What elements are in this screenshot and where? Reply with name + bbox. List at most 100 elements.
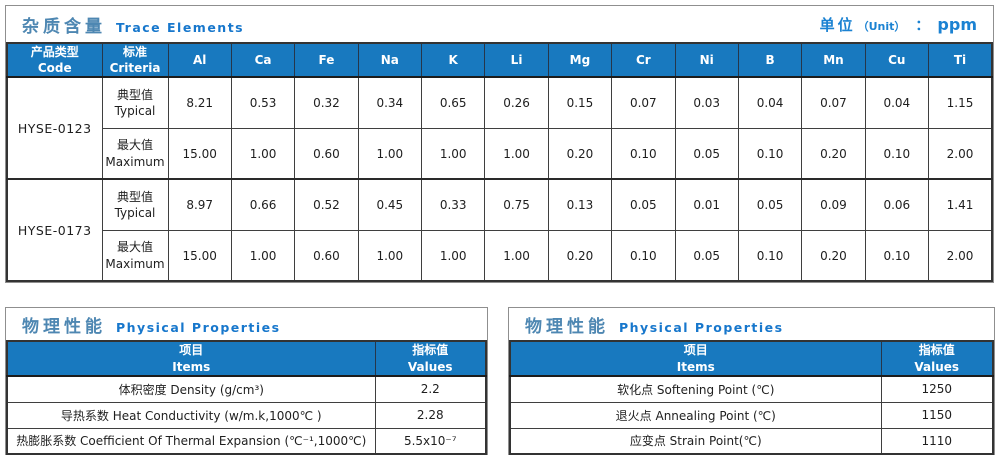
- criteria-en: Maximum: [105, 154, 165, 169]
- table-row-heat-conductivity: 导热系数 Heat Conductivity (w/m.k,1000℃ ) 2.…: [6, 401, 487, 429]
- physical-left-title: 物理性能 Physical Properties: [22, 312, 281, 337]
- column-header-criteria-zh: 标准: [122, 45, 147, 59]
- value-cell: 0.32: [294, 76, 359, 129]
- value-cell: 8.97: [167, 178, 232, 231]
- item-cell: 导热系数 Heat Conductivity (w/m.k,1000℃ ): [6, 401, 376, 429]
- value-cell: 1.00: [230, 127, 296, 180]
- value-cell: 0.10: [864, 127, 930, 180]
- criteria-en: Typical: [114, 104, 156, 119]
- item-cell: 热膨胀系数 Coefficient Of Thermal Expansion (…: [6, 427, 376, 455]
- value-cell: 15.00: [167, 127, 232, 180]
- element-header-cell: Li: [484, 42, 549, 79]
- value-cell: 0.33: [420, 178, 486, 231]
- column-header-values-en: Values: [407, 359, 453, 374]
- value-cell: 1.00: [357, 127, 423, 180]
- criteria-cell: 最大值 Maximum: [101, 127, 169, 180]
- trace-title-zh: 杂质含量: [22, 16, 106, 37]
- value-cell: 1.41: [928, 178, 993, 231]
- table-row-annealing-point: 退火点 Annealing Point (℃) 1150: [509, 401, 994, 429]
- value-cell: 0.34: [357, 76, 423, 129]
- table-row-thermal-expansion: 热膨胀系数 Coefficient Of Thermal Expansion (…: [6, 427, 487, 455]
- criteria-zh: 最大值: [116, 138, 153, 153]
- criteria-zh: 最大值: [116, 240, 153, 255]
- value-cell: 0.07: [611, 76, 676, 129]
- value-cell: 0.09: [801, 178, 866, 231]
- column-header-criteria: 标准 Criteria: [101, 42, 169, 79]
- trace-title-bar: 杂质含量 Trace Elements 单位 （Unit） ： ppm: [6, 6, 993, 42]
- physical-right-header-row: 项目 Items 指标值 Values: [509, 340, 994, 377]
- trace-header-row: 产品类型 Code 标准 Criteria Al Ca Fe Na K Li M…: [6, 42, 993, 79]
- criteria-cell: 最大值 Maximum: [101, 229, 169, 282]
- table-row-hyse0173-maximum: 最大值 Maximum 15.00 1.00 0.60 1.00 1.00 1.…: [7, 229, 993, 282]
- value-cell: 1.15: [928, 76, 993, 129]
- value-cell: 0.05: [674, 127, 739, 180]
- column-header-items-zh: 项目: [683, 343, 708, 358]
- unit-zh: 单位: [819, 15, 856, 34]
- element-header-cell: Ca: [230, 42, 296, 79]
- value-cell: 0.07: [801, 76, 866, 129]
- physical-left-title-zh: 物理性能: [22, 316, 106, 337]
- element-header-cell: Ni: [674, 42, 739, 79]
- column-header-items: 项目 Items: [6, 340, 376, 377]
- criteria-zh: 典型值: [116, 189, 153, 204]
- column-header-values-zh: 指标值: [918, 343, 955, 358]
- physical-properties-table-right: 项目 Items 指标值 Values 软化点 Softening Point …: [509, 340, 994, 455]
- physical-left-header-row: 项目 Items 指标值 Values: [6, 340, 487, 377]
- value-cell: 15.00: [167, 229, 232, 282]
- element-header-cell: Mg: [547, 42, 613, 79]
- unit-colon: ：: [915, 17, 930, 34]
- value-cell: 0.45: [357, 178, 423, 231]
- value-cell: 0.20: [801, 229, 866, 282]
- unit-paren: （Unit）: [857, 19, 906, 33]
- value-cell: 0.10: [611, 127, 676, 180]
- value-cell: 1110: [880, 427, 994, 455]
- element-header-cell: Cu: [864, 42, 930, 79]
- value-cell: 0.65: [420, 76, 486, 129]
- column-header-items-en: Items: [676, 359, 715, 374]
- value-cell: 2.28: [374, 401, 487, 429]
- criteria-zh: 典型值: [116, 87, 153, 102]
- value-cell: 0.10: [864, 229, 930, 282]
- value-cell: 0.03: [674, 76, 739, 129]
- value-cell: 0.05: [737, 178, 803, 231]
- value-cell: 0.04: [737, 76, 803, 129]
- value-cell: 2.00: [928, 229, 993, 282]
- value-cell: 0.05: [611, 178, 676, 231]
- element-header-cell: Mn: [801, 42, 866, 79]
- value-cell: 1.00: [420, 127, 486, 180]
- criteria-cell: 典型值 Typical: [101, 178, 169, 231]
- value-cell: 8.21: [167, 76, 232, 129]
- value-cell: 0.60: [294, 229, 359, 282]
- value-cell: 0.20: [547, 127, 613, 180]
- column-header-items: 项目 Items: [509, 340, 882, 377]
- value-cell: 0.05: [674, 229, 739, 282]
- value-cell: 1.00: [230, 229, 296, 282]
- physical-properties-table-left: 项目 Items 指标值 Values 体积密度 Density (g/cm³)…: [6, 340, 487, 455]
- column-header-values-zh: 指标值: [412, 343, 449, 358]
- element-header-cell: Fe: [294, 42, 359, 79]
- physical-properties-panel-left: 物理性能 Physical Properties 项目 Items 指标值 Val…: [5, 307, 488, 455]
- physical-left-title-en: Physical Properties: [116, 319, 281, 335]
- column-header-values: 指标值 Values: [374, 340, 487, 377]
- value-cell: 0.10: [737, 127, 803, 180]
- table-row-hyse0123-typical: HYSE-0123 典型值 Typical 8.21 0.53 0.32 0.3…: [6, 76, 993, 180]
- value-cell: 0.52: [294, 178, 359, 231]
- item-cell: 应变点 Strain Point(℃): [509, 427, 882, 455]
- value-cell: 2.00: [928, 127, 993, 180]
- column-header-criteria-en: Criteria: [109, 61, 161, 76]
- column-header-code: 产品类型 Code: [6, 42, 103, 79]
- item-cell: 软化点 Softening Point (℃): [509, 375, 882, 403]
- criteria-cell: 典型值 Typical: [101, 76, 169, 129]
- value-cell: 0.01: [674, 178, 739, 231]
- physical-left-title-bar: 物理性能 Physical Properties: [6, 308, 487, 340]
- element-header-cell: Ti: [928, 42, 993, 79]
- physical-right-title-zh: 物理性能: [525, 316, 609, 337]
- column-header-code-en: Code: [37, 61, 72, 76]
- value-cell: 1.00: [420, 229, 486, 282]
- value-cell: 1.00: [357, 229, 423, 282]
- criteria-en: Typical: [114, 206, 156, 221]
- product-code-cell: HYSE-0123: [6, 76, 103, 180]
- column-header-items-en: Items: [172, 359, 211, 374]
- value-cell: 0.53: [230, 76, 296, 129]
- value-cell: 0.20: [547, 229, 613, 282]
